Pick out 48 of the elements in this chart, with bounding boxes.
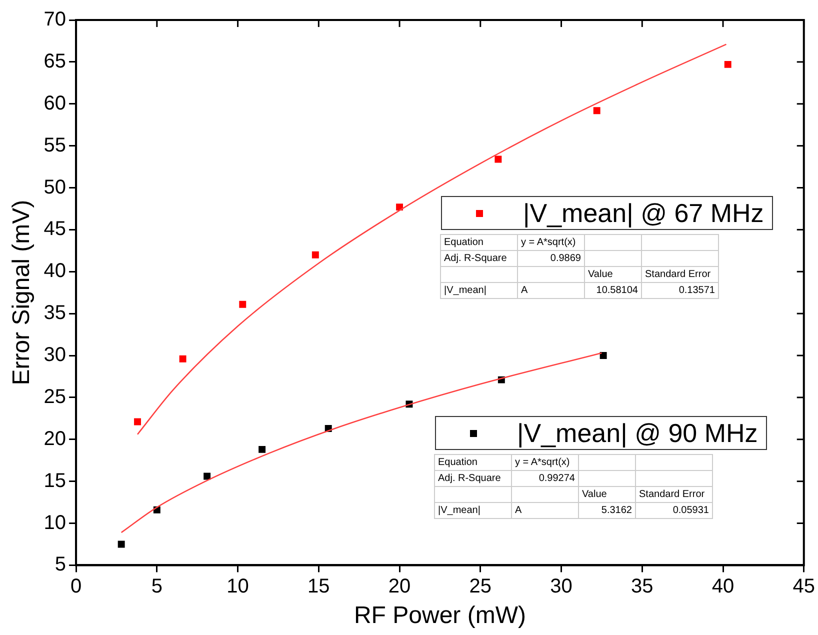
x-tick-label: 5 — [151, 576, 162, 598]
y-tick-label: 65 — [44, 50, 66, 72]
x-tick-label: 15 — [308, 576, 330, 598]
y-tick-label: 50 — [44, 176, 66, 198]
point — [134, 418, 141, 426]
y-tick-label: 40 — [44, 260, 66, 282]
x-tick-label: 45 — [792, 576, 815, 598]
point — [494, 156, 502, 163]
text: Equation y = A*sqrt(x) — [444, 237, 576, 248]
legend-label: |V_mean| @ 90 MHz — [517, 418, 758, 448]
y-tick-label: 20 — [44, 428, 66, 450]
point — [593, 107, 600, 114]
y-axis-title: Error Signal (mV) — [8, 200, 36, 386]
text: |V_mean| A 5.3162 0.05931 — [438, 505, 709, 516]
y-tick-label: 60 — [44, 92, 66, 114]
y-tick-label: 15 — [44, 470, 66, 492]
point — [239, 300, 246, 308]
text: Equation y = A*sqrt(x) — [438, 457, 570, 468]
text: Adj. R-Square 0.99274 — [438, 473, 575, 484]
x-tick-label: 20 — [388, 576, 411, 598]
x-tick-label: 35 — [631, 576, 654, 598]
x-tick-label: 0 — [70, 576, 82, 598]
x-tick-label: 25 — [469, 576, 492, 598]
x-tick-label: 40 — [712, 576, 734, 598]
text: |V_mean| A 10.58104 0.13571 — [444, 285, 715, 296]
point — [258, 446, 266, 453]
x-tick-label: 10 — [226, 576, 249, 598]
legend-label: |V_mean| @ 67 MHz — [523, 198, 764, 228]
x-tick-label: 30 — [550, 576, 572, 598]
point — [118, 540, 125, 548]
y-tick-label: 10 — [44, 512, 66, 534]
y-tick-label: 5 — [54, 554, 66, 576]
y-tick-label: 35 — [44, 302, 66, 324]
point — [600, 352, 607, 359]
point — [724, 60, 732, 68]
x-axis-title: RF Power (mW) — [354, 602, 526, 630]
point — [396, 204, 404, 211]
point — [179, 355, 186, 362]
text: Value Standard Error — [588, 269, 711, 280]
point — [204, 472, 211, 480]
text: Adj. R-Square 0.9869 — [444, 253, 581, 264]
y-tick-label: 45 — [44, 218, 66, 240]
y-tick-label: 70 — [44, 8, 66, 31]
y-tick-label: 55 — [44, 134, 66, 156]
y-tick-label: 30 — [44, 344, 66, 366]
point — [312, 251, 319, 258]
y-tick-label: 25 — [44, 386, 66, 408]
text: Value Standard Error — [582, 489, 705, 500]
